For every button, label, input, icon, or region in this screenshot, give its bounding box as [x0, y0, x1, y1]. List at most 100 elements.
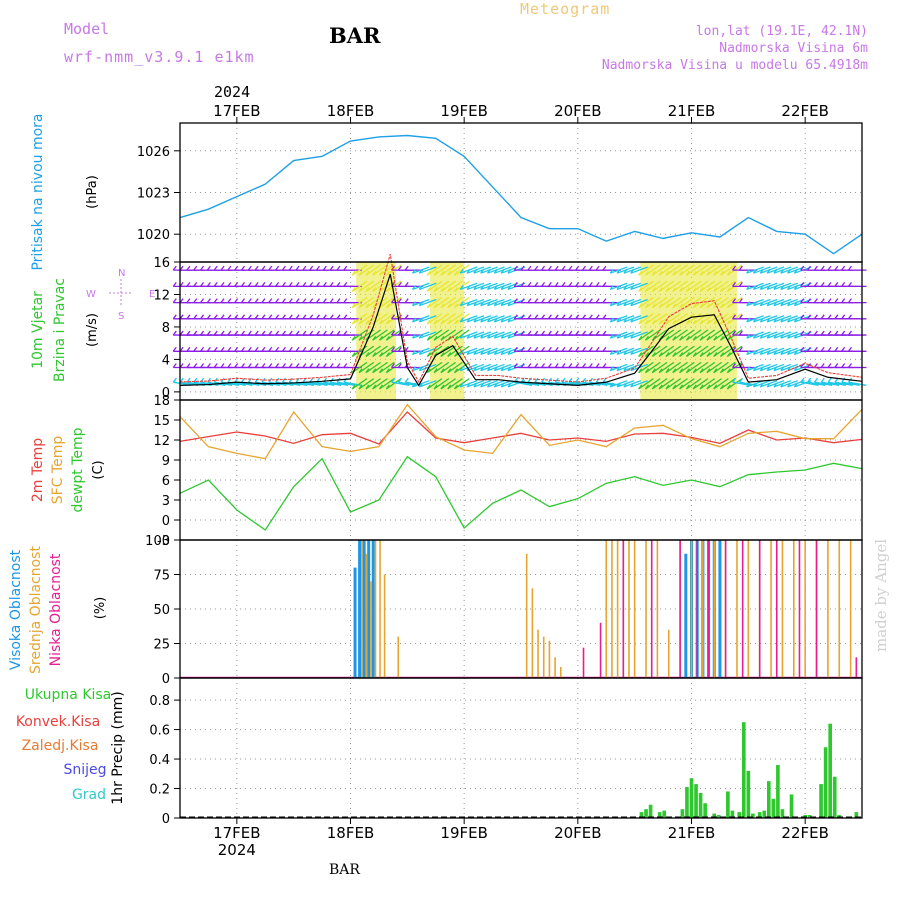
wind-barb-head	[699, 287, 704, 292]
wind-barb-head	[581, 330, 586, 336]
y-tick-label: 0.6	[149, 724, 170, 739]
wind-barb-head	[418, 333, 423, 339]
wind-barb	[638, 264, 654, 276]
wind-barb-head	[706, 287, 711, 292]
wind-barb-head	[616, 333, 621, 339]
wind-barb-head	[609, 317, 614, 323]
wind-barb-head	[261, 298, 266, 303]
precip-bar	[780, 809, 785, 818]
wind-barb-head	[679, 384, 684, 390]
wind-barb-head	[390, 330, 396, 336]
wind-barb-head	[268, 298, 273, 303]
wind-barb-head	[813, 314, 818, 320]
wind-barb-head	[623, 301, 628, 307]
wind-barb	[630, 380, 648, 388]
wind-barb-head	[329, 330, 334, 336]
wind-barb-head	[365, 303, 370, 309]
wind-barb-head	[841, 281, 846, 287]
compass-e: E	[149, 289, 155, 300]
wind-barb-head	[247, 314, 252, 320]
wind-barb-head	[651, 335, 656, 341]
wind-barb-head	[731, 314, 737, 320]
wind-barb-head	[397, 377, 402, 383]
wind-barb-head	[447, 319, 452, 325]
wind-barb-head	[575, 346, 580, 352]
wind-barb-head	[575, 377, 580, 383]
wind-barb-head	[454, 352, 459, 357]
wind-barb-head	[322, 346, 327, 352]
y-tick-label: 9	[162, 454, 170, 469]
wind-barb	[630, 331, 648, 339]
wind-barb-head	[411, 268, 417, 274]
wind-barb	[645, 296, 661, 309]
wind-barb	[686, 361, 702, 374]
wind-barb-head	[200, 314, 205, 320]
wind-barb-head	[672, 270, 677, 276]
precip-bar	[771, 798, 776, 818]
wind-barb	[323, 381, 342, 386]
x-tick-label-top: 21FEB	[668, 102, 715, 120]
wind-barb	[665, 280, 682, 293]
wind-barb-head	[329, 346, 334, 352]
wind-barb-head	[309, 265, 314, 271]
wind-barb	[433, 264, 450, 276]
wind-barb-head	[534, 298, 539, 303]
wind-barb-head	[713, 384, 718, 390]
wind-barb	[692, 280, 709, 293]
wind-barb-head	[493, 382, 498, 388]
wind-barb-head	[440, 368, 445, 374]
wind-barb-head	[746, 382, 751, 388]
wind-barb-head	[847, 265, 852, 271]
x-tick-label-bottom: 20FEB	[554, 824, 601, 842]
wind-barb-head	[254, 330, 259, 336]
wind-barb-head	[713, 319, 718, 325]
wind-barb-head	[651, 287, 656, 292]
wind-barb-head	[261, 314, 266, 320]
wind-barb-head	[220, 330, 225, 336]
precip-bar	[689, 778, 694, 818]
wind-barb	[665, 329, 682, 341]
wind-barb	[440, 280, 456, 293]
wind-barb-head	[227, 265, 232, 271]
wind-barb-head	[473, 301, 478, 307]
wind-barb-head	[385, 303, 390, 309]
wind-barb	[645, 361, 661, 374]
wind-barb	[426, 378, 443, 390]
wind-barb	[720, 345, 736, 357]
wind-barb	[447, 313, 463, 325]
wind-barb-head	[411, 301, 417, 307]
wind-barb	[379, 296, 395, 309]
wind-barb-head	[275, 281, 280, 287]
wind-barb-head	[513, 330, 518, 336]
wind-barb-head	[295, 298, 300, 303]
precip-bar	[648, 804, 653, 818]
wind-barb-head	[372, 270, 377, 276]
y-tick-label: 1026	[137, 145, 170, 160]
wind-barb-head	[275, 298, 280, 303]
wind-barb-head	[644, 384, 650, 390]
wind-barb-head	[234, 281, 239, 287]
y-tick-label: 8	[162, 321, 170, 336]
wind-barb-head	[679, 335, 684, 341]
wind-barb-head	[254, 314, 259, 320]
wind-barb	[351, 296, 368, 309]
wind-barb-head	[500, 366, 505, 371]
wind-barb-head	[726, 368, 731, 374]
wind-barb-head	[329, 281, 334, 287]
wind-barb-head	[440, 287, 445, 292]
wind-barb-head	[665, 303, 670, 309]
wind-barb	[351, 313, 368, 325]
wind-barb-head	[459, 333, 464, 339]
wind-barb-head	[581, 346, 586, 352]
wind-barb-head	[358, 384, 363, 390]
wind-barb-head	[793, 268, 798, 274]
wind-barb-head	[433, 287, 438, 292]
model-name: wrf-nmm_v3.9.1 e1km	[64, 48, 255, 66]
wind-barb-head	[281, 363, 286, 368]
wind-barb-head	[766, 349, 771, 355]
wind-barb-head	[493, 333, 498, 339]
wind-barb-head	[247, 265, 252, 271]
wind-barb-head	[575, 330, 580, 336]
wind-barb-head	[527, 298, 532, 303]
wind-barb-head	[487, 366, 492, 371]
